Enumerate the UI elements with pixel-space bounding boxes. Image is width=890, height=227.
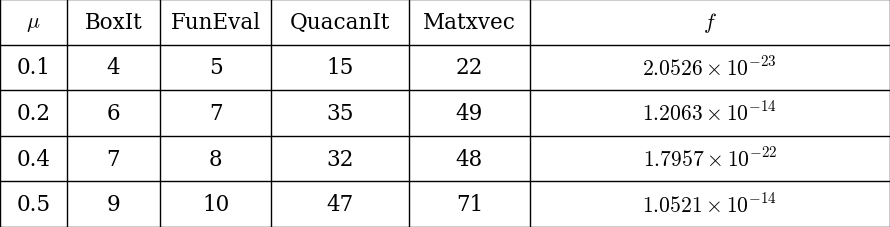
Text: Matxvec: Matxvec bbox=[423, 12, 516, 34]
Text: $2.0526 \times 10^{-23}$: $2.0526 \times 10^{-23}$ bbox=[643, 56, 777, 80]
Text: 22: 22 bbox=[456, 57, 483, 79]
Text: 0.5: 0.5 bbox=[16, 193, 51, 215]
Text: 7: 7 bbox=[209, 103, 222, 124]
Text: QuacanIt: QuacanIt bbox=[290, 12, 391, 34]
Text: 7: 7 bbox=[107, 148, 120, 170]
Text: 49: 49 bbox=[456, 103, 483, 124]
Text: 8: 8 bbox=[209, 148, 222, 170]
Text: 32: 32 bbox=[327, 148, 354, 170]
Text: 4: 4 bbox=[107, 57, 120, 79]
Text: 35: 35 bbox=[327, 103, 354, 124]
Text: $f$: $f$ bbox=[703, 11, 716, 35]
Text: FunEval: FunEval bbox=[171, 12, 261, 34]
Text: $1.2063 \times 10^{-14}$: $1.2063 \times 10^{-14}$ bbox=[643, 102, 777, 125]
Text: 15: 15 bbox=[327, 57, 354, 79]
Text: 6: 6 bbox=[107, 103, 120, 124]
Text: 0.4: 0.4 bbox=[16, 148, 51, 170]
Text: 10: 10 bbox=[202, 193, 230, 215]
Text: 0.2: 0.2 bbox=[16, 103, 51, 124]
Text: $1.7957 \times 10^{-22}$: $1.7957 \times 10^{-22}$ bbox=[643, 147, 777, 171]
Text: 48: 48 bbox=[456, 148, 483, 170]
Text: $\mu$: $\mu$ bbox=[26, 12, 41, 34]
Text: $1.0521 \times 10^{-14}$: $1.0521 \times 10^{-14}$ bbox=[643, 192, 777, 216]
Text: 5: 5 bbox=[209, 57, 222, 79]
Text: BoxIt: BoxIt bbox=[85, 12, 142, 34]
Text: 47: 47 bbox=[327, 193, 354, 215]
Text: 0.1: 0.1 bbox=[16, 57, 51, 79]
Text: 71: 71 bbox=[456, 193, 483, 215]
Text: 9: 9 bbox=[107, 193, 120, 215]
